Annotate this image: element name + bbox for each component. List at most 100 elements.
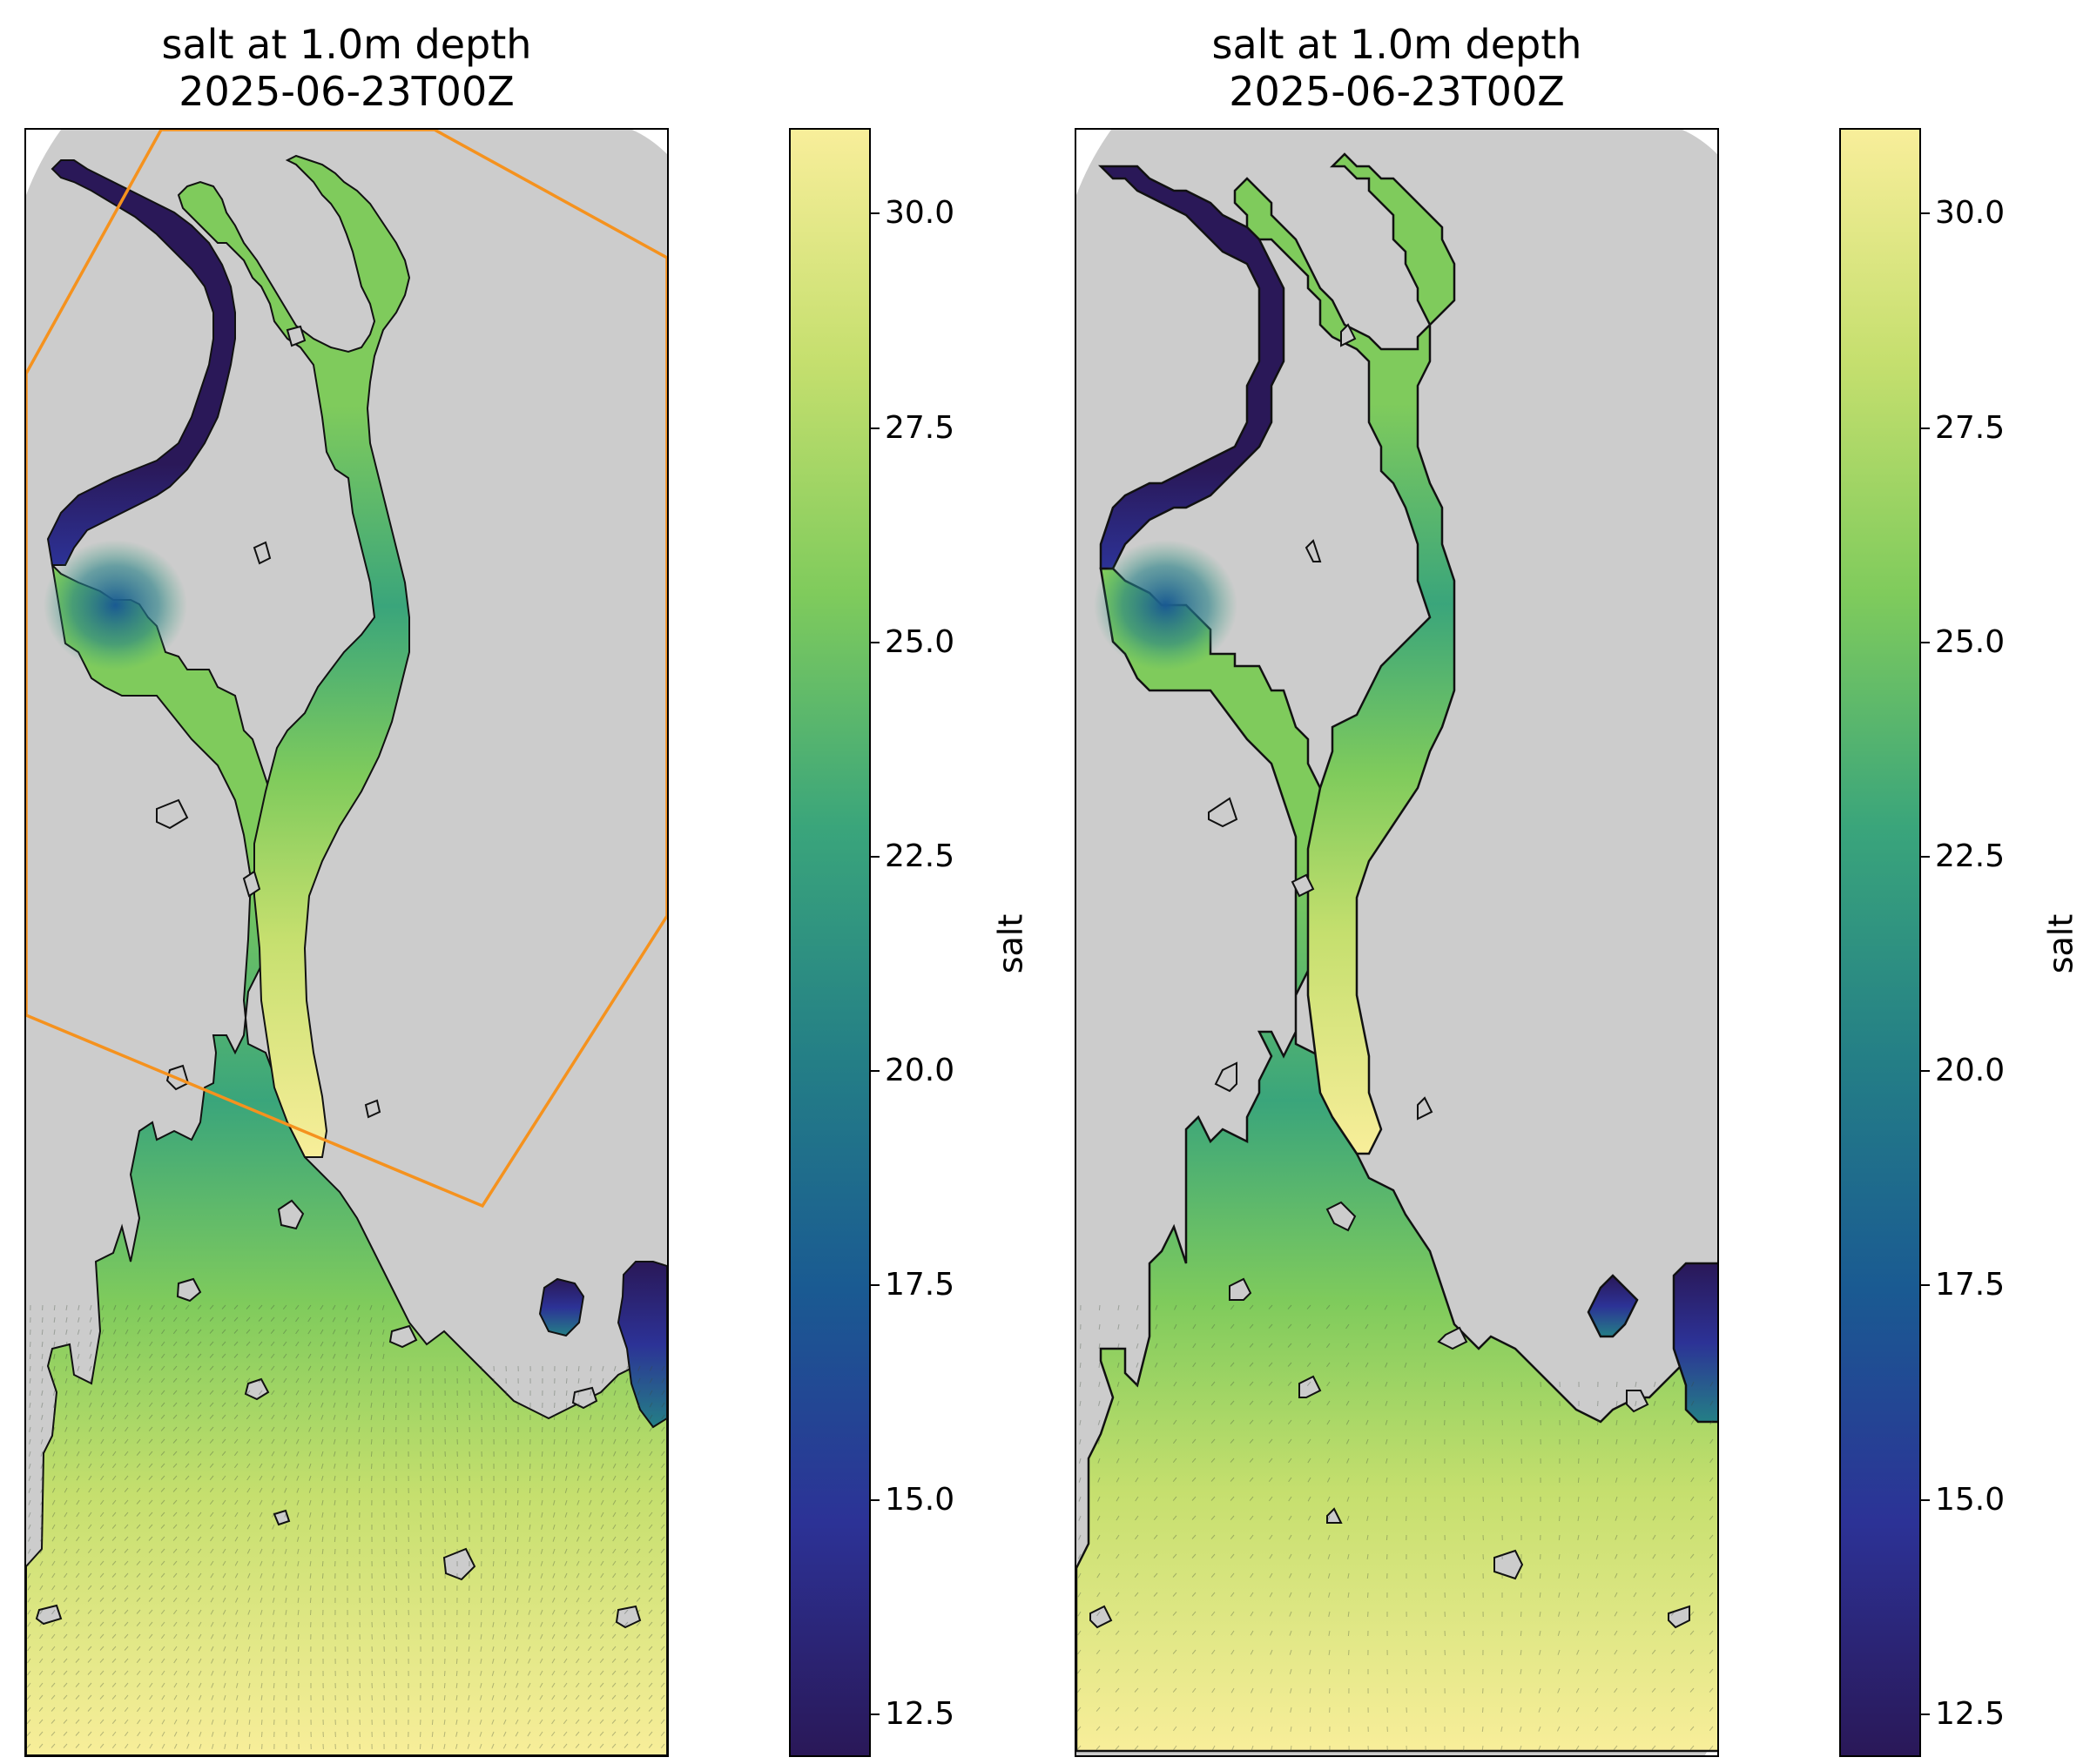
vector <box>1347 1592 1350 1598</box>
fresh-mixing-zone <box>1094 522 1381 783</box>
vector <box>51 1621 56 1627</box>
vector <box>246 1316 251 1322</box>
vector <box>1192 1745 1197 1751</box>
vector <box>660 1524 665 1529</box>
vector <box>210 1548 214 1554</box>
vector <box>540 1621 543 1627</box>
vector <box>77 1402 80 1408</box>
vector <box>211 1719 214 1725</box>
vector <box>1251 1745 1254 1751</box>
vector <box>64 1402 68 1408</box>
vector <box>100 1414 104 1420</box>
vector <box>563 1609 568 1615</box>
vector <box>75 1719 80 1724</box>
vector <box>1365 1400 1369 1406</box>
vector <box>564 1536 568 1542</box>
vector <box>39 1621 44 1627</box>
vector <box>296 1524 300 1530</box>
vector <box>648 1597 653 1602</box>
vector <box>611 1597 617 1603</box>
vector <box>539 1707 543 1713</box>
vector <box>357 1365 361 1371</box>
right-map[interactable] <box>1075 128 1719 1757</box>
vector <box>587 1658 592 1664</box>
vector <box>124 1694 129 1700</box>
vector <box>296 1487 300 1493</box>
vector <box>100 1402 104 1408</box>
vector <box>1689 1592 1695 1597</box>
vector <box>1230 1304 1235 1310</box>
vector <box>172 1438 178 1444</box>
vector <box>564 1499 568 1505</box>
vector <box>637 1402 641 1408</box>
vector <box>172 1414 178 1419</box>
vector <box>1520 1611 1522 1618</box>
vector <box>1288 1515 1292 1521</box>
vector <box>1690 1496 1695 1502</box>
vector <box>516 1597 519 1603</box>
vector <box>1154 1419 1158 1425</box>
vector <box>320 1414 324 1420</box>
vector <box>1288 1553 1292 1559</box>
vector <box>136 1633 141 1639</box>
vector <box>222 1621 226 1627</box>
vector <box>600 1536 604 1542</box>
vector <box>27 1560 31 1566</box>
vector <box>39 1560 44 1566</box>
vector <box>1384 1304 1388 1310</box>
vector <box>51 1585 56 1591</box>
vector <box>51 1572 56 1579</box>
vector <box>148 1621 153 1626</box>
vector <box>149 1682 153 1688</box>
vector <box>1230 1323 1235 1330</box>
vector <box>1154 1477 1158 1483</box>
vector <box>185 1682 190 1688</box>
vector <box>273 1658 275 1664</box>
vector <box>221 1402 226 1407</box>
left-map[interactable] <box>24 128 669 1757</box>
vector <box>648 1621 653 1626</box>
vector <box>111 1633 117 1639</box>
vector <box>259 1451 263 1457</box>
vector <box>320 1463 324 1469</box>
vector <box>137 1341 141 1347</box>
colorbar-tick-mark <box>1919 641 1930 643</box>
vector <box>296 1536 300 1542</box>
vector <box>1345 1419 1350 1425</box>
vector <box>1385 1515 1388 1521</box>
vector <box>185 1341 190 1346</box>
vector <box>172 1572 178 1579</box>
vector <box>283 1402 287 1408</box>
vector <box>576 1621 580 1627</box>
vector <box>136 1572 141 1578</box>
vector <box>576 1670 580 1676</box>
vector <box>624 1585 629 1591</box>
vector <box>77 1377 80 1384</box>
vector <box>661 1414 665 1420</box>
island <box>253 541 272 565</box>
vector <box>185 1621 190 1627</box>
vector <box>1249 1400 1254 1405</box>
vector <box>113 1304 117 1310</box>
vector <box>589 1426 592 1432</box>
vector <box>100 1438 104 1444</box>
vector <box>1154 1438 1158 1444</box>
vector <box>185 1487 190 1492</box>
island <box>1493 1549 1524 1580</box>
vector <box>65 1304 68 1310</box>
vector <box>1365 1362 1369 1368</box>
vector <box>125 1438 129 1444</box>
colorbar-tick-mark <box>1919 1284 1930 1287</box>
vector <box>63 1707 68 1712</box>
vector <box>27 1585 31 1591</box>
vector <box>601 1390 604 1396</box>
vector <box>599 1743 604 1748</box>
vector <box>260 1719 263 1726</box>
vector <box>1632 1687 1637 1693</box>
colorbar-tick-mark <box>869 427 880 429</box>
vector <box>64 1426 68 1432</box>
vector <box>259 1414 263 1420</box>
vector <box>233 1377 239 1383</box>
vector <box>660 1597 665 1602</box>
vector <box>307 1365 312 1371</box>
